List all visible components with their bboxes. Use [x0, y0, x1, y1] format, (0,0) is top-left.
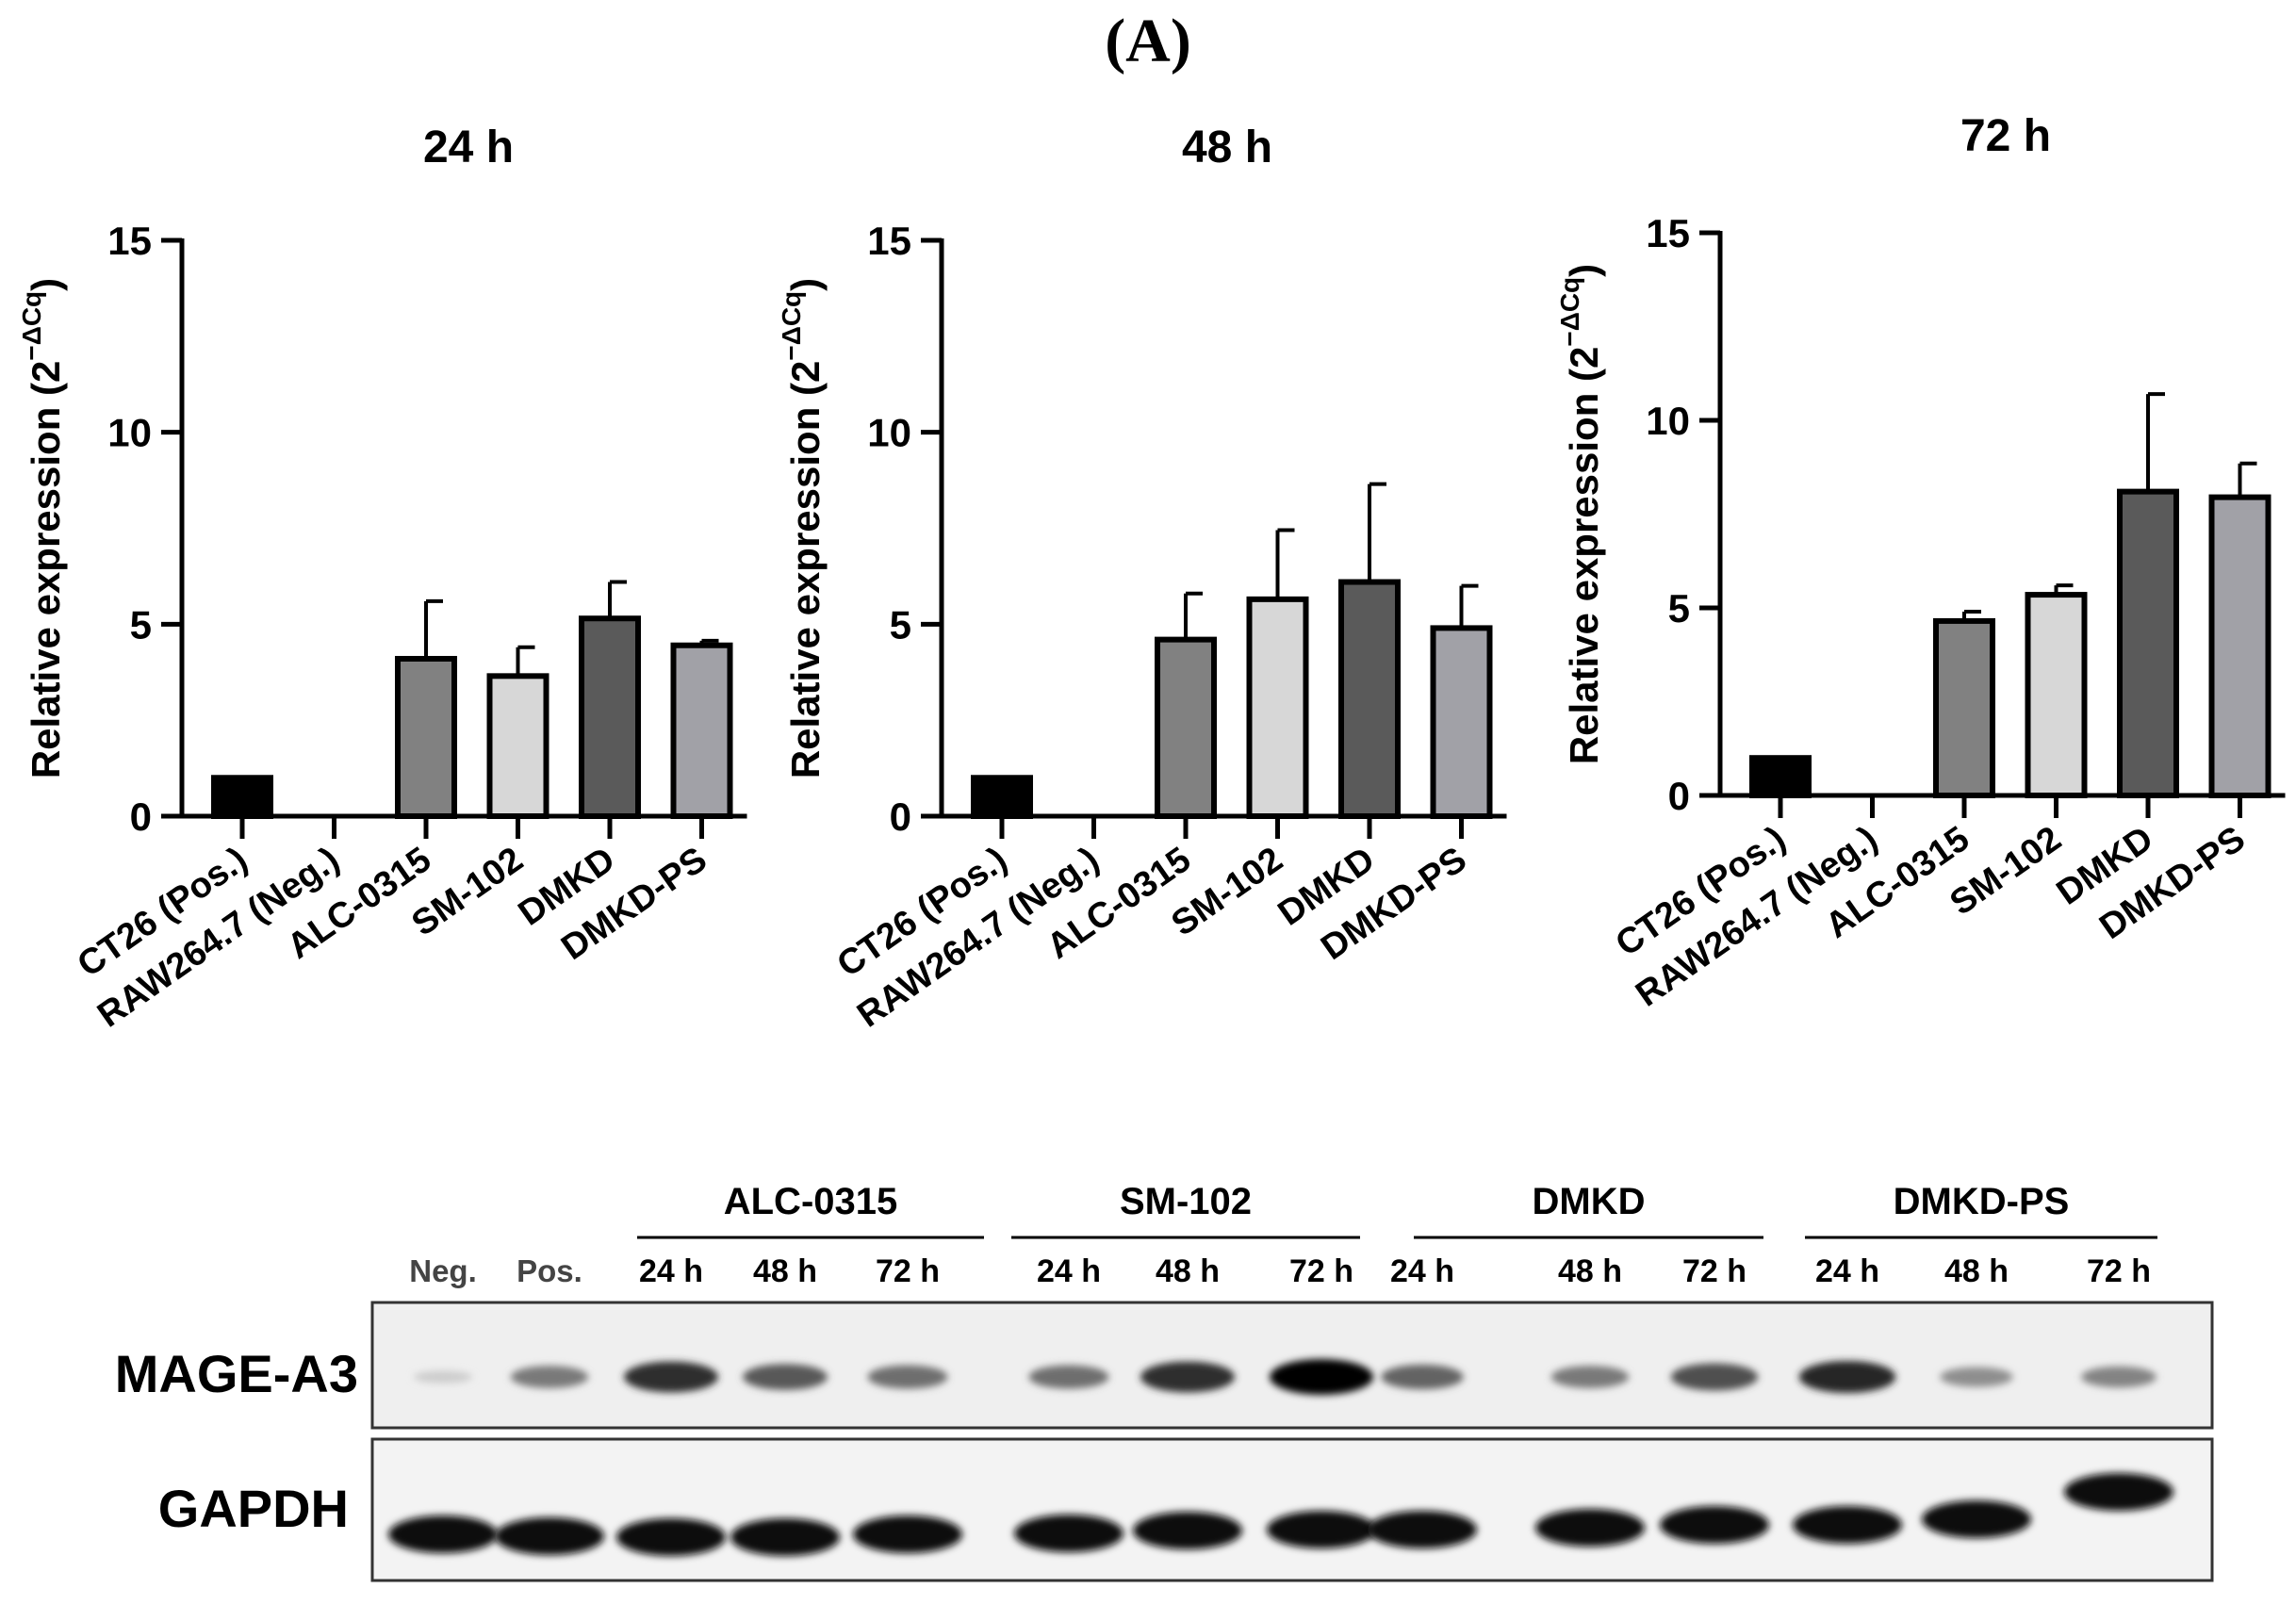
- bar-4: [1246, 596, 1309, 820]
- y-tick-label: 15: [1646, 211, 1690, 255]
- y-tick-label: 10: [1646, 399, 1690, 443]
- bar-6: [2208, 494, 2271, 799]
- chart-title: 24 h: [423, 123, 514, 172]
- bar-4: [2025, 592, 2088, 798]
- blot-lane-label: 24 h: [639, 1253, 703, 1289]
- mage-a3-band: [1140, 1361, 1235, 1393]
- blot-group-label: SM-102: [1120, 1181, 1252, 1222]
- bar-1: [1749, 755, 1812, 799]
- blot-lane-label: 72 h: [2087, 1253, 2151, 1289]
- y-tick-label: 5: [890, 602, 911, 647]
- gapdh-band: [1660, 1506, 1769, 1544]
- mage-a3-band: [1550, 1366, 1630, 1388]
- bar-6: [1430, 625, 1493, 820]
- y-tick-label: 5: [1668, 586, 1690, 631]
- bar-5: [1338, 579, 1401, 819]
- mage-a3-band: [1798, 1360, 1896, 1394]
- gapdh-band: [1922, 1500, 2031, 1538]
- blot-lane-label: Neg.: [409, 1253, 477, 1288]
- y-tick-label: 15: [867, 219, 911, 263]
- mage-a3-band: [1381, 1364, 1464, 1390]
- gapdh-band: [1368, 1511, 1477, 1548]
- blot-lane-label: 24 h: [1815, 1253, 1879, 1289]
- gapdh-band: [616, 1518, 726, 1556]
- bar-4: [486, 673, 549, 819]
- gapdh-band: [495, 1517, 604, 1555]
- gapdh-band: [853, 1515, 962, 1553]
- y-axis-label-close: ): [1562, 264, 1606, 277]
- mage-a3-band: [1940, 1367, 2013, 1387]
- blot-group-label: DMKD-PS: [1894, 1181, 2070, 1222]
- gapdh-band: [1014, 1515, 1123, 1552]
- gapdh-band: [1535, 1509, 1645, 1547]
- blot-lane-label: 48 h: [1558, 1253, 1622, 1289]
- y-axis-label-main: Relative expression (2: [1562, 347, 1606, 765]
- y-tick-label: 0: [890, 794, 911, 839]
- protein-label-mage-a3: MAGE-A3: [115, 1344, 358, 1403]
- y-tick-label: 0: [130, 794, 152, 839]
- y-axis-label: Relative expression (2−ΔCq): [777, 278, 828, 778]
- y-axis-label-close: ): [783, 278, 828, 291]
- y-axis-label: Relative expression (2−ΔCq): [17, 278, 68, 778]
- y-tick-label: 0: [1668, 774, 1690, 818]
- mage-a3-band: [2081, 1366, 2157, 1388]
- blot-lane-label: 24 h: [1037, 1253, 1101, 1289]
- blot-lane-label: 72 h: [876, 1253, 940, 1289]
- gapdh-band: [730, 1518, 840, 1556]
- mage-a3-band: [624, 1361, 718, 1393]
- mage-a3-band: [510, 1366, 589, 1388]
- y-axis-label: Relative expression (2−ΔCq): [1555, 264, 1606, 764]
- y-axis-label-main: Relative expression (2: [24, 361, 68, 779]
- gapdh-band: [2064, 1473, 2173, 1511]
- blot-group-label: DMKD: [1533, 1181, 1646, 1222]
- bar-1: [971, 775, 1033, 819]
- blot-lane-label: 72 h: [1289, 1253, 1353, 1289]
- bar-5: [579, 615, 641, 819]
- y-axis-label-exponent: −ΔCq: [17, 291, 46, 361]
- gapdh-band: [1267, 1511, 1376, 1548]
- y-tick-label: 10: [867, 411, 911, 455]
- mage-a3-band: [1270, 1359, 1373, 1395]
- gapdh-band: [1793, 1506, 1902, 1544]
- gapdh-membrane: [370, 1437, 2214, 1582]
- bar-3: [1933, 617, 1995, 798]
- blot-lane-label: 48 h: [1156, 1253, 1220, 1289]
- y-tick-label: 15: [107, 219, 152, 263]
- panel-label: (A): [1105, 7, 1191, 75]
- blot-lane-label: 72 h: [1682, 1253, 1747, 1289]
- blot-lane-label: 48 h: [1944, 1253, 2009, 1289]
- blot-group-label: ALC-0315: [724, 1181, 898, 1222]
- y-axis-label-close: ): [24, 278, 68, 291]
- mage-a3-band: [743, 1364, 828, 1390]
- y-tick-label: 5: [130, 602, 152, 647]
- y-axis-label-main: Relative expression (2: [783, 361, 828, 779]
- chart-title: 72 h: [1960, 111, 2051, 161]
- gapdh-band: [388, 1515, 498, 1553]
- bar-3: [395, 655, 457, 820]
- blot-lane-label: 24 h: [1390, 1253, 1454, 1289]
- bar-6: [670, 642, 733, 820]
- mage-a3-band: [867, 1365, 948, 1389]
- mage-a3-band: [1670, 1363, 1759, 1391]
- bar-3: [1155, 636, 1217, 819]
- bar-1: [211, 775, 273, 819]
- bar-5: [2117, 488, 2179, 798]
- gapdh-band: [1133, 1512, 1242, 1549]
- y-axis-label-exponent: −ΔCq: [1555, 277, 1584, 347]
- y-tick-label: 10: [107, 411, 152, 455]
- y-axis-label-exponent: −ΔCq: [777, 291, 806, 361]
- blot-lane-label: 48 h: [753, 1253, 817, 1289]
- blot-lane-label: Pos.: [517, 1253, 582, 1288]
- mage-a3-band: [1028, 1365, 1109, 1389]
- western-blot: ALC-0315 SM-102 DMKD DMKD-PS Neg. Pos. 24 h 48 …: [115, 1181, 2214, 1582]
- mage-a3-band: [413, 1370, 473, 1384]
- protein-label-gapdh: GAPDH: [158, 1479, 349, 1538]
- chart-title: 48 h: [1182, 123, 1272, 172]
